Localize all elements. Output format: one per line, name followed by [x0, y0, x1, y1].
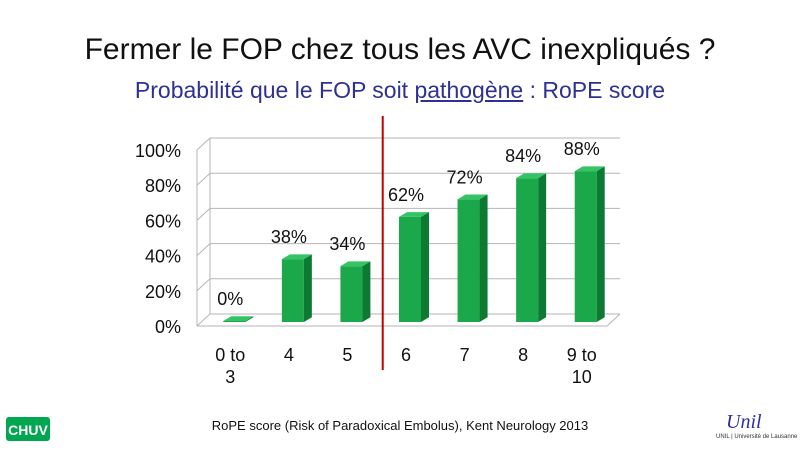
- y-tick-label: 40%: [145, 247, 181, 267]
- bar-side: [362, 261, 371, 322]
- bar: [457, 199, 480, 322]
- x-tick-label: 3: [225, 367, 235, 387]
- gridline-side: [196, 208, 211, 221]
- gridline-side: [196, 243, 211, 256]
- subtitle-text-start: Probabilité que le FOP soit: [134, 77, 415, 103]
- slide-subtitle: Probabilité que le FOP soit pathogène : …: [0, 76, 800, 104]
- x-tick-label: 0 to: [215, 345, 245, 365]
- bar-side: [245, 316, 254, 322]
- bar-top: [516, 173, 547, 179]
- unil-logo-script: Unil: [726, 411, 762, 433]
- chuv-logo-text: CHUV: [8, 422, 48, 438]
- y-tick-label: 20%: [145, 282, 181, 302]
- bar-top: [340, 261, 371, 267]
- bar-top: [399, 212, 429, 217]
- bar-side: [421, 212, 429, 322]
- x-tick-label: 5: [342, 345, 352, 365]
- bar: [281, 259, 304, 322]
- subtitle-underlined-word: pathogène: [414, 77, 524, 103]
- bar-top: [457, 194, 488, 200]
- x-tick-label: 7: [460, 345, 470, 365]
- y-tick-label: 100%: [135, 141, 181, 161]
- bar: [340, 266, 363, 322]
- subtitle-text-end: : RoPE score: [523, 77, 666, 103]
- gridline-side: [196, 313, 211, 327]
- floor-right-edge: [606, 313, 621, 327]
- bar-side: [303, 254, 312, 322]
- bar: [516, 178, 539, 322]
- bar: [574, 171, 597, 322]
- data-label: 72%: [447, 167, 483, 187]
- x-tick-label: 8: [518, 345, 528, 365]
- bar: [223, 321, 246, 322]
- bar-top: [281, 254, 312, 260]
- bar-side: [596, 166, 605, 322]
- unil-logo-mark: Unil: [726, 411, 762, 433]
- gridline-side: [196, 137, 211, 151]
- chuv-logo-bg: [6, 417, 50, 441]
- x-tick-label: 4: [284, 345, 294, 365]
- y-tick-label: 0%: [155, 317, 181, 337]
- data-label: 88%: [564, 139, 600, 159]
- slide-footer-citation: RoPE score (Risk of Paradoxical Embolus)…: [211, 418, 589, 433]
- unil-logo: Unil UNIL | Université de Lausanne: [716, 406, 798, 446]
- bar-side: [479, 194, 488, 322]
- slide-title: Fermer le FOP chez tous les AVC inexpliq…: [84, 33, 716, 66]
- data-label: 34%: [329, 234, 365, 254]
- y-tick-label: 80%: [145, 176, 181, 196]
- bar-top: [574, 166, 605, 172]
- unil-logo-caption: UNIL | Université de Lausanne: [716, 434, 798, 440]
- bar: [399, 216, 421, 322]
- chuv-logo: CHUV: [6, 417, 50, 441]
- x-tick-label: 6: [401, 345, 411, 365]
- x-tick-label: 9 to: [567, 345, 597, 365]
- bar-top: [223, 316, 254, 321]
- gridline-side: [196, 172, 211, 186]
- x-tick-label: 10: [572, 367, 592, 387]
- bar-side: [538, 173, 547, 322]
- data-label: 62%: [388, 185, 424, 205]
- y-tick-label: 60%: [145, 211, 181, 231]
- data-label: 0%: [217, 289, 243, 309]
- data-label: 84%: [505, 146, 541, 166]
- data-label: 38%: [271, 227, 307, 247]
- gridline-side: [196, 278, 211, 292]
